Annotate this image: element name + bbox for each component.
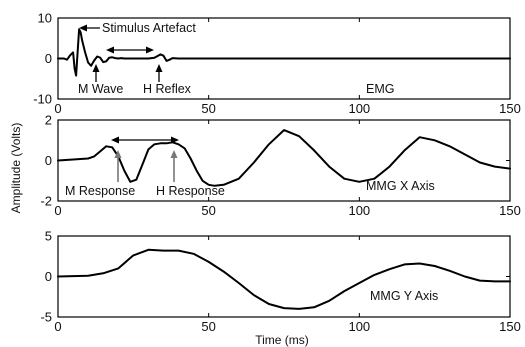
plot-frame bbox=[57, 235, 511, 318]
annotation-h-response: H Response bbox=[156, 184, 225, 198]
arrowhead bbox=[92, 64, 100, 72]
x-tick-label: 100 bbox=[348, 101, 370, 116]
x-axis-label: Time (ms) bbox=[255, 333, 309, 347]
annotation-stimulus-artefact: Stimulus Artefact bbox=[102, 21, 196, 35]
y-tick-label: 0 bbox=[45, 153, 52, 168]
annotation-h-reflex: H Reflex bbox=[143, 82, 192, 96]
x-tick-label: 0 bbox=[54, 319, 61, 334]
arrowhead bbox=[114, 150, 122, 158]
annotation-m-response: M Response bbox=[65, 184, 135, 198]
y-tick-label: 10 bbox=[38, 11, 52, 26]
annotation-m-wave: M Wave bbox=[78, 82, 123, 96]
x-tick-label: 100 bbox=[348, 203, 370, 218]
arrowhead bbox=[170, 150, 178, 158]
arrowhead bbox=[79, 24, 87, 32]
arrowhead bbox=[155, 64, 163, 72]
arrowhead bbox=[146, 46, 154, 54]
arrowhead bbox=[106, 46, 114, 54]
x-tick-label: 0 bbox=[54, 203, 61, 218]
y-tick-label: -5 bbox=[40, 310, 52, 325]
panel-label: EMG bbox=[366, 82, 394, 96]
y-tick-label: 2 bbox=[45, 113, 52, 128]
x-tick-label: 150 bbox=[499, 319, 521, 334]
panel-label: MMG X Axis bbox=[366, 179, 435, 193]
x-tick-label: 50 bbox=[201, 101, 215, 116]
series-line bbox=[57, 28, 511, 77]
y-tick-label: -2 bbox=[40, 194, 52, 209]
x-tick-label: 0 bbox=[54, 101, 61, 116]
x-tick-label: 150 bbox=[499, 203, 521, 218]
series-line bbox=[57, 248, 511, 310]
y-tick-label: 5 bbox=[45, 229, 52, 244]
x-tick-label: 50 bbox=[201, 319, 215, 334]
x-tick-label: 50 bbox=[201, 203, 215, 218]
x-tick-label: 100 bbox=[348, 319, 370, 334]
panel-label: MMG Y Axis bbox=[370, 289, 438, 303]
y-tick-label: 0 bbox=[45, 51, 52, 66]
annotations: Stimulus Artefact M Wave H Reflex M Respons… bbox=[65, 21, 225, 198]
arrowhead bbox=[171, 136, 179, 144]
y-axis-label: Amplitude (Volts) bbox=[9, 123, 23, 214]
y-tick-label: 0 bbox=[45, 269, 52, 284]
series-line bbox=[57, 129, 511, 187]
arrowhead bbox=[111, 136, 119, 144]
y-tick-label: -10 bbox=[33, 92, 52, 107]
x-tick-label: 150 bbox=[499, 101, 521, 116]
